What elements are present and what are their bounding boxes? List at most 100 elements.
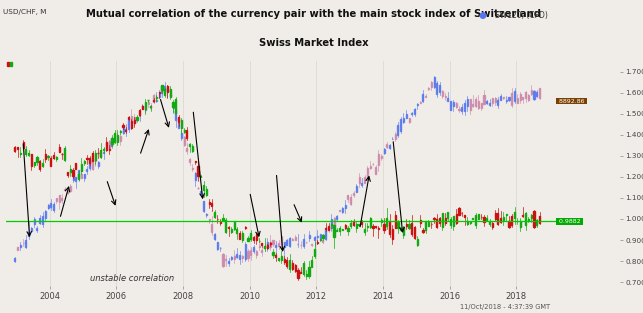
Bar (536, 92, 538, 95)
Bar (439, 85, 440, 92)
Bar (500, 96, 501, 100)
Bar (70, 186, 71, 191)
Bar (383, 223, 385, 230)
Bar (294, 237, 296, 240)
Bar (50, 158, 51, 166)
Bar (242, 255, 243, 258)
Bar (95, 152, 96, 160)
Bar (203, 184, 204, 190)
Bar (84, 174, 85, 178)
Bar (505, 214, 507, 215)
Bar (156, 100, 157, 101)
Bar (500, 218, 502, 222)
Bar (114, 133, 115, 142)
Bar (439, 218, 440, 223)
Bar (33, 162, 35, 165)
Bar (486, 101, 487, 103)
Bar (106, 141, 107, 150)
Bar (153, 100, 154, 101)
Bar (503, 97, 504, 98)
Bar (256, 251, 257, 255)
Bar (286, 259, 287, 266)
Bar (86, 158, 87, 159)
Bar (347, 228, 349, 231)
Bar (206, 189, 207, 195)
Bar (350, 197, 351, 204)
Bar (408, 118, 410, 121)
Bar (59, 147, 60, 152)
Bar (303, 239, 304, 246)
Bar (511, 93, 512, 105)
Bar (106, 143, 107, 145)
Bar (50, 203, 51, 207)
Bar (269, 243, 271, 244)
Bar (420, 102, 421, 103)
Bar (111, 138, 113, 144)
Bar (367, 167, 368, 178)
Text: unstable correlation: unstable correlation (90, 274, 174, 283)
Bar (433, 76, 435, 87)
Bar (220, 222, 221, 223)
Bar (464, 103, 465, 111)
Bar (56, 157, 57, 159)
Bar (134, 121, 135, 123)
Bar (28, 232, 29, 236)
Bar (420, 220, 421, 223)
Bar (492, 98, 493, 103)
Text: USD/CHF, M: USD/CHF, M (3, 9, 46, 15)
Text: ●: ● (479, 11, 490, 20)
Bar (206, 213, 207, 215)
Bar (517, 99, 518, 104)
Bar (281, 256, 282, 259)
Bar (170, 95, 171, 96)
Bar (400, 119, 401, 131)
Bar (320, 239, 321, 240)
Bar (364, 229, 365, 232)
Bar (231, 229, 232, 232)
Text: SW120, (CFD): SW120, (CFD) (495, 11, 548, 20)
Bar (225, 220, 226, 232)
Bar (539, 88, 540, 98)
Bar (31, 228, 32, 231)
Bar (294, 265, 296, 270)
Bar (458, 208, 460, 214)
Bar (514, 91, 515, 101)
Bar (484, 218, 485, 222)
Bar (367, 226, 368, 227)
Bar (375, 226, 376, 227)
Bar (186, 147, 187, 151)
Bar (56, 198, 57, 201)
Bar (467, 99, 468, 106)
Bar (456, 103, 457, 107)
Bar (425, 221, 426, 230)
Bar (14, 147, 15, 151)
Bar (89, 158, 90, 163)
Bar (164, 86, 165, 91)
Bar (389, 145, 390, 147)
Bar (28, 153, 29, 155)
Bar (92, 153, 93, 161)
Bar (64, 148, 66, 160)
Bar (458, 109, 460, 110)
Bar (200, 191, 201, 194)
Bar (17, 147, 18, 149)
Bar (39, 218, 41, 223)
Bar (444, 96, 446, 97)
Bar (381, 156, 382, 158)
Bar (422, 94, 424, 101)
Bar (289, 260, 290, 269)
Bar (248, 238, 249, 241)
Bar (525, 92, 526, 98)
Bar (417, 239, 418, 245)
Bar (200, 176, 201, 177)
Bar (278, 258, 279, 260)
Bar (167, 88, 168, 91)
Bar (261, 243, 262, 245)
Bar (81, 174, 82, 178)
Bar (264, 246, 265, 249)
Bar (453, 216, 454, 226)
Bar (186, 130, 188, 138)
Bar (120, 131, 121, 132)
Bar (195, 161, 196, 162)
Bar (183, 130, 185, 132)
